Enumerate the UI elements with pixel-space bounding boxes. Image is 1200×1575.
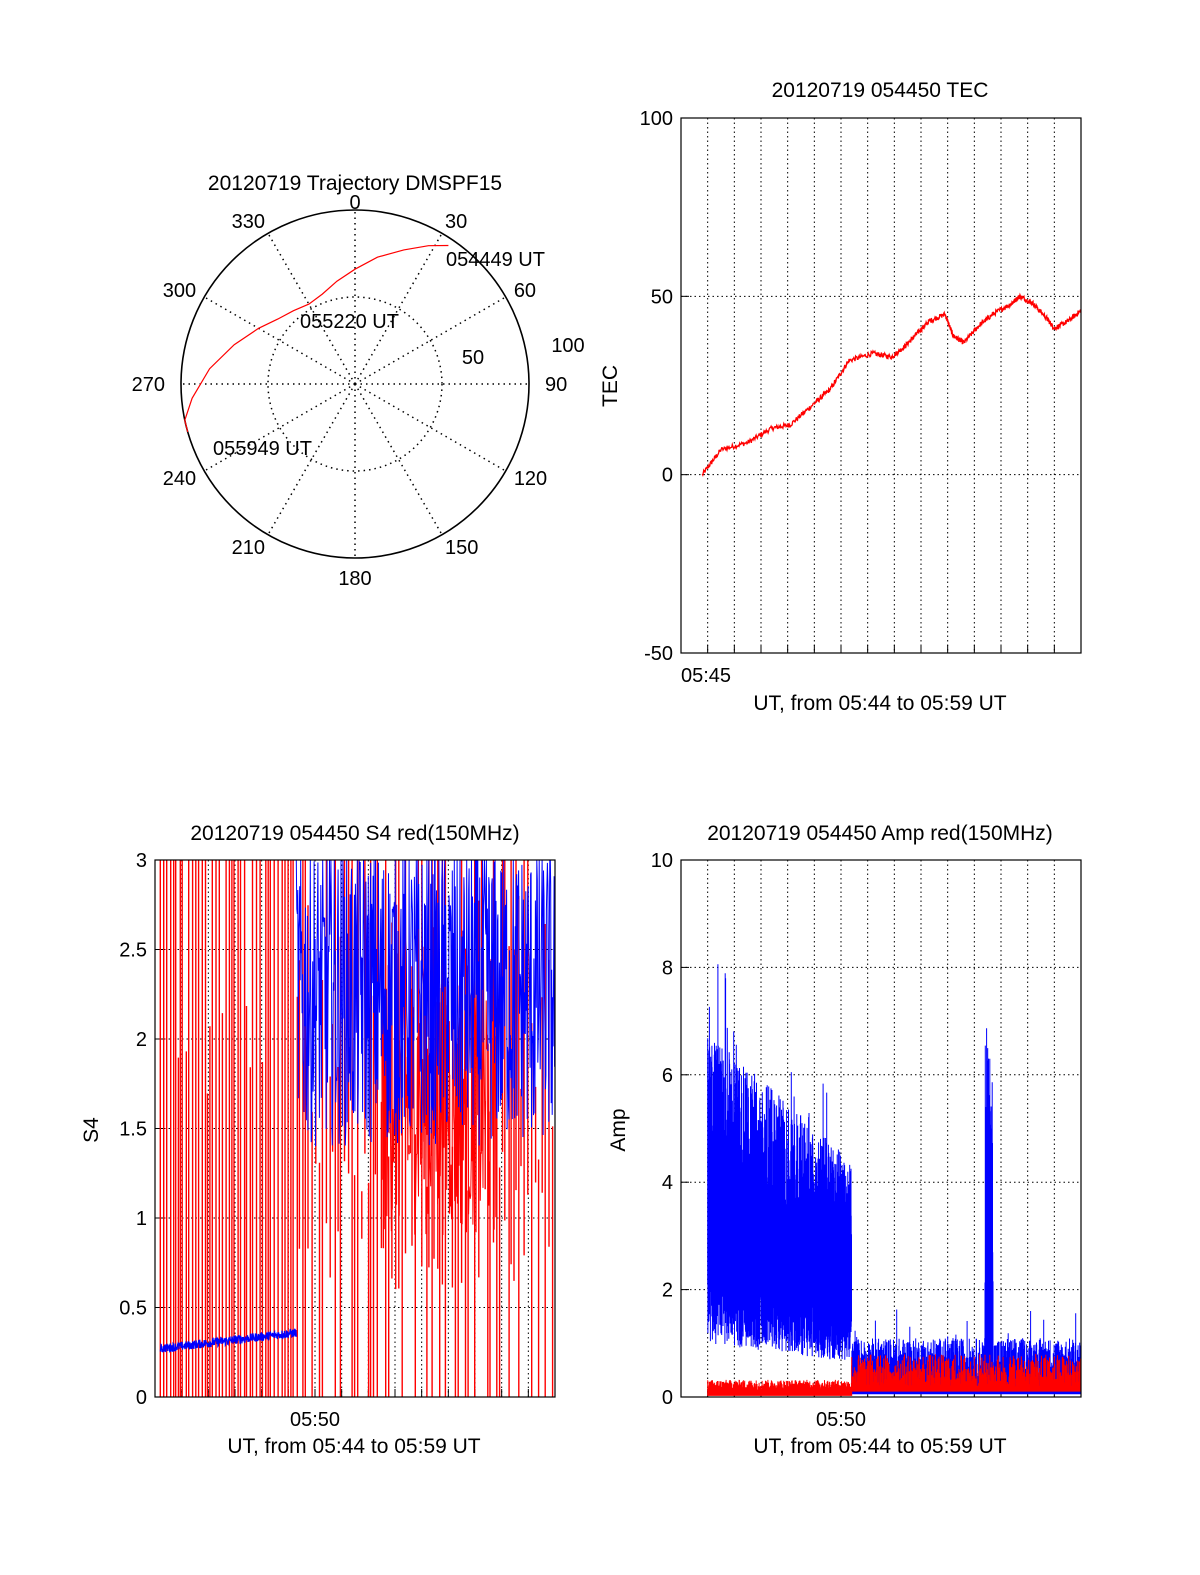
tec-title: 20120719 054450 TEC bbox=[772, 79, 989, 102]
polar-spoke-240 bbox=[203, 383, 356, 472]
trajectory-line bbox=[184, 244, 449, 433]
amp-red-series bbox=[707, 1354, 1082, 1396]
y-tick-label: 0 bbox=[662, 465, 673, 487]
trajectory-start-label: 054449 UT bbox=[446, 249, 545, 271]
polar-title: 20120719 Trajectory DMSPF15 bbox=[208, 172, 502, 195]
y-tick-label: 2 bbox=[136, 1029, 147, 1051]
tec-y-axis-label: TEC bbox=[599, 365, 622, 407]
tec-y-ticks: 100 50 0 -50 bbox=[640, 108, 673, 665]
y-tick-label: 0.5 bbox=[119, 1298, 147, 1320]
y-tick-label: 50 bbox=[651, 286, 673, 308]
polar-circle-50 bbox=[267, 296, 443, 472]
polar-radial-label-100: 100 bbox=[551, 335, 584, 357]
y-tick-label: 8 bbox=[662, 957, 673, 979]
s4-blue-dense bbox=[295, 859, 556, 1147]
polar-spoke-30 bbox=[354, 232, 443, 385]
amp-x-tick-label: 05:50 bbox=[816, 1409, 866, 1431]
y-tick-label: 2.5 bbox=[119, 940, 147, 962]
polar-spoke-60 bbox=[354, 296, 507, 385]
y-tick-label: 2 bbox=[662, 1280, 673, 1302]
amp-blue-burst bbox=[984, 1028, 994, 1392]
polar-spoke-120 bbox=[354, 383, 507, 472]
y-tick-label: -50 bbox=[644, 643, 673, 665]
y-tick-label: 4 bbox=[662, 1172, 673, 1194]
s4-title: 20120719 054450 S4 red(150MHz) bbox=[190, 822, 519, 845]
y-tick-label: 1.5 bbox=[119, 1119, 147, 1141]
trajectory-end-label: 055949 UT bbox=[213, 438, 312, 460]
tec-series-line bbox=[701, 292, 1081, 478]
amp-y-axis-label: Amp bbox=[607, 1108, 630, 1151]
y-tick-label: 0 bbox=[662, 1387, 673, 1409]
amp-y-ticks: 10 8 6 4 2 0 bbox=[651, 850, 673, 1409]
polar-angle-label-120: 120 bbox=[514, 468, 547, 490]
s4-axes-frame bbox=[154, 859, 556, 1398]
polar-angle-label-180: 180 bbox=[338, 568, 371, 590]
polar-spoke-330 bbox=[267, 232, 356, 385]
polar-grid bbox=[181, 210, 529, 558]
polar-spoke-300 bbox=[203, 296, 356, 385]
polar-angle-label-90: 90 bbox=[545, 374, 567, 396]
tec-x-tick-label: 05:45 bbox=[681, 665, 731, 687]
y-tick-label: 0 bbox=[136, 1387, 147, 1409]
s4-blue-series bbox=[159, 859, 556, 1354]
amp-plot: 20120719 054450 Amp red(150MHz) 1086420 … bbox=[607, 822, 1082, 1458]
polar-angle-labels: 0 30 60 90 120 150 180 210 240 270 300 330 bbox=[132, 192, 568, 590]
polar-angle-label-240: 240 bbox=[163, 468, 196, 490]
polar-angle-label-60: 60 bbox=[514, 280, 536, 302]
tec-x-axis-label: UT, from 05:44 to 05:59 UT bbox=[753, 692, 1006, 715]
s4-y-axis-label: S4 bbox=[80, 1117, 103, 1143]
y-tick-label: 10 bbox=[651, 850, 673, 872]
polar-angle-label-210: 210 bbox=[232, 537, 265, 559]
polar-angle-label-150: 150 bbox=[445, 537, 478, 559]
polar-angle-label-330: 330 bbox=[232, 211, 265, 233]
polar-radial-label-50: 50 bbox=[462, 347, 484, 369]
tec-plot: 20120719 054450 TEC 100 50 0 -50 05:45 UT, … bbox=[599, 79, 1082, 715]
s4-y-ticks: 3 2.5 2 1.5 1 0.5 0 bbox=[119, 850, 147, 1409]
s4-red-series bbox=[159, 860, 554, 1397]
tec-axes-frame bbox=[680, 117, 1082, 654]
s4-x-tick-label: 05:50 bbox=[290, 1409, 340, 1431]
s4-plot: 20120719 054450 S4 red(150MHz) 3 2.5 2 1.5 1… bbox=[80, 822, 556, 1458]
y-tick-label: 6 bbox=[662, 1065, 673, 1087]
polar-angle-label-270: 270 bbox=[132, 374, 165, 396]
trajectory-mid-label: 055220 UT bbox=[300, 311, 399, 333]
y-tick-label: 100 bbox=[640, 108, 673, 130]
amp-blue-series bbox=[707, 964, 1082, 1395]
s4-x-axis-label: UT, from 05:44 to 05:59 UT bbox=[227, 1435, 480, 1458]
polar-angle-label-300: 300 bbox=[163, 280, 196, 302]
polar-angle-label-30: 30 bbox=[445, 211, 467, 233]
amp-axes-frame bbox=[680, 859, 1082, 1398]
amp-red-low bbox=[707, 1354, 1082, 1396]
amp-title: 20120719 054450 Amp red(150MHz) bbox=[707, 822, 1053, 845]
y-tick-label: 1 bbox=[136, 1208, 147, 1230]
polar-spoke-150 bbox=[354, 383, 443, 536]
y-tick-label: 3 bbox=[136, 850, 147, 872]
polar-outer-circle bbox=[180, 209, 530, 559]
tec-grid bbox=[681, 117, 1081, 654]
amp-x-axis-label: UT, from 05:44 to 05:59 UT bbox=[753, 1435, 1006, 1458]
polar-spoke-210 bbox=[267, 383, 356, 536]
s4-blue-early bbox=[159, 1328, 297, 1354]
polar-angle-label-0: 0 bbox=[349, 192, 360, 214]
amp-blue-high bbox=[707, 964, 852, 1360]
trajectory-polar-plot: 20120719 Trajectory DMSPF15 0 30 60 90 120 15… bbox=[132, 172, 585, 590]
